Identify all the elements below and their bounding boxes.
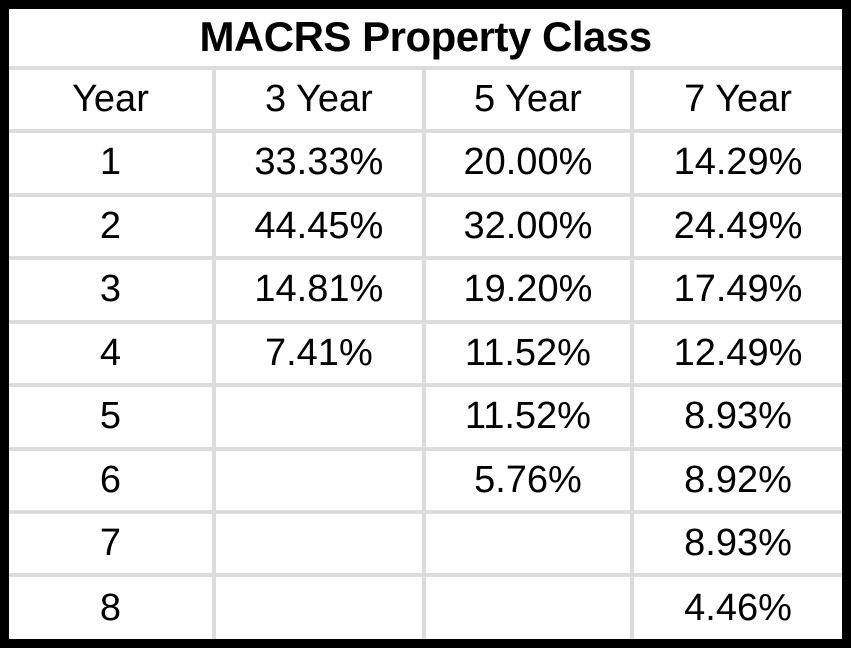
percent-cell-5yr: 11.52% (421, 319, 635, 388)
year-cell: 7 (9, 509, 216, 578)
percent-cell-3yr (211, 509, 426, 578)
percent-cell-5yr: 32.00% (421, 192, 635, 261)
table-row: 3 14.81% 19.20% 17.49% (9, 256, 842, 324)
year-cell: 8 (9, 573, 216, 639)
table-row: 5 11.52% 8.93% (9, 383, 842, 451)
table-title: MACRS Property Class (9, 9, 842, 70)
percent-cell-3yr: 33.33% (211, 129, 426, 197)
percent-cell-7yr: 4.46% (630, 573, 842, 639)
percent-cell-3yr: 14.81% (211, 256, 426, 324)
percent-cell-7yr: 12.49% (630, 319, 842, 388)
year-cell: 3 (9, 256, 216, 324)
header-row: Year 3 Year 5 Year 7 Year (9, 65, 842, 134)
percent-cell-3yr (211, 446, 426, 515)
table-row: 1 33.33% 20.00% 14.29% (9, 129, 842, 197)
percent-cell-3yr (211, 573, 426, 639)
percent-cell-3yr (211, 383, 426, 451)
percent-cell-7yr: 8.92% (630, 446, 842, 515)
macrs-property-class-table: MACRS Property Class Year 3 Year 5 Year … (9, 9, 842, 639)
table-row: 6 5.76% 8.92% (9, 446, 842, 515)
percent-cell-7yr: 17.49% (630, 256, 842, 324)
percent-cell-7yr: 8.93% (630, 383, 842, 451)
col-header-5-year: 5 Year (421, 65, 635, 134)
year-cell: 2 (9, 192, 216, 261)
year-cell: 6 (9, 446, 216, 515)
col-header-3-year: 3 Year (211, 65, 426, 134)
table-row: 8 4.46% (9, 573, 842, 639)
percent-cell-7yr: 14.29% (630, 129, 842, 197)
table-row: 7 8.93% (9, 509, 842, 578)
percent-cell-3yr: 7.41% (211, 319, 426, 388)
percent-cell-5yr (421, 509, 635, 578)
col-header-7-year: 7 Year (630, 65, 842, 134)
percent-cell-3yr: 44.45% (211, 192, 426, 261)
table-row: 4 7.41% 11.52% 12.49% (9, 319, 842, 388)
percent-cell-5yr: 20.00% (421, 129, 635, 197)
table-row: 2 44.45% 32.00% 24.49% (9, 192, 842, 261)
percent-cell-7yr: 24.49% (630, 192, 842, 261)
percent-cell-5yr: 5.76% (421, 446, 635, 515)
percent-cell-5yr: 19.20% (421, 256, 635, 324)
year-cell: 4 (9, 319, 216, 388)
percent-cell-7yr: 8.93% (630, 509, 842, 578)
percent-cell-5yr: 11.52% (421, 383, 635, 451)
year-cell: 5 (9, 383, 216, 451)
title-row: MACRS Property Class (9, 9, 842, 70)
year-cell: 1 (9, 129, 216, 197)
col-header-year: Year (9, 65, 216, 134)
percent-cell-5yr (421, 573, 635, 639)
